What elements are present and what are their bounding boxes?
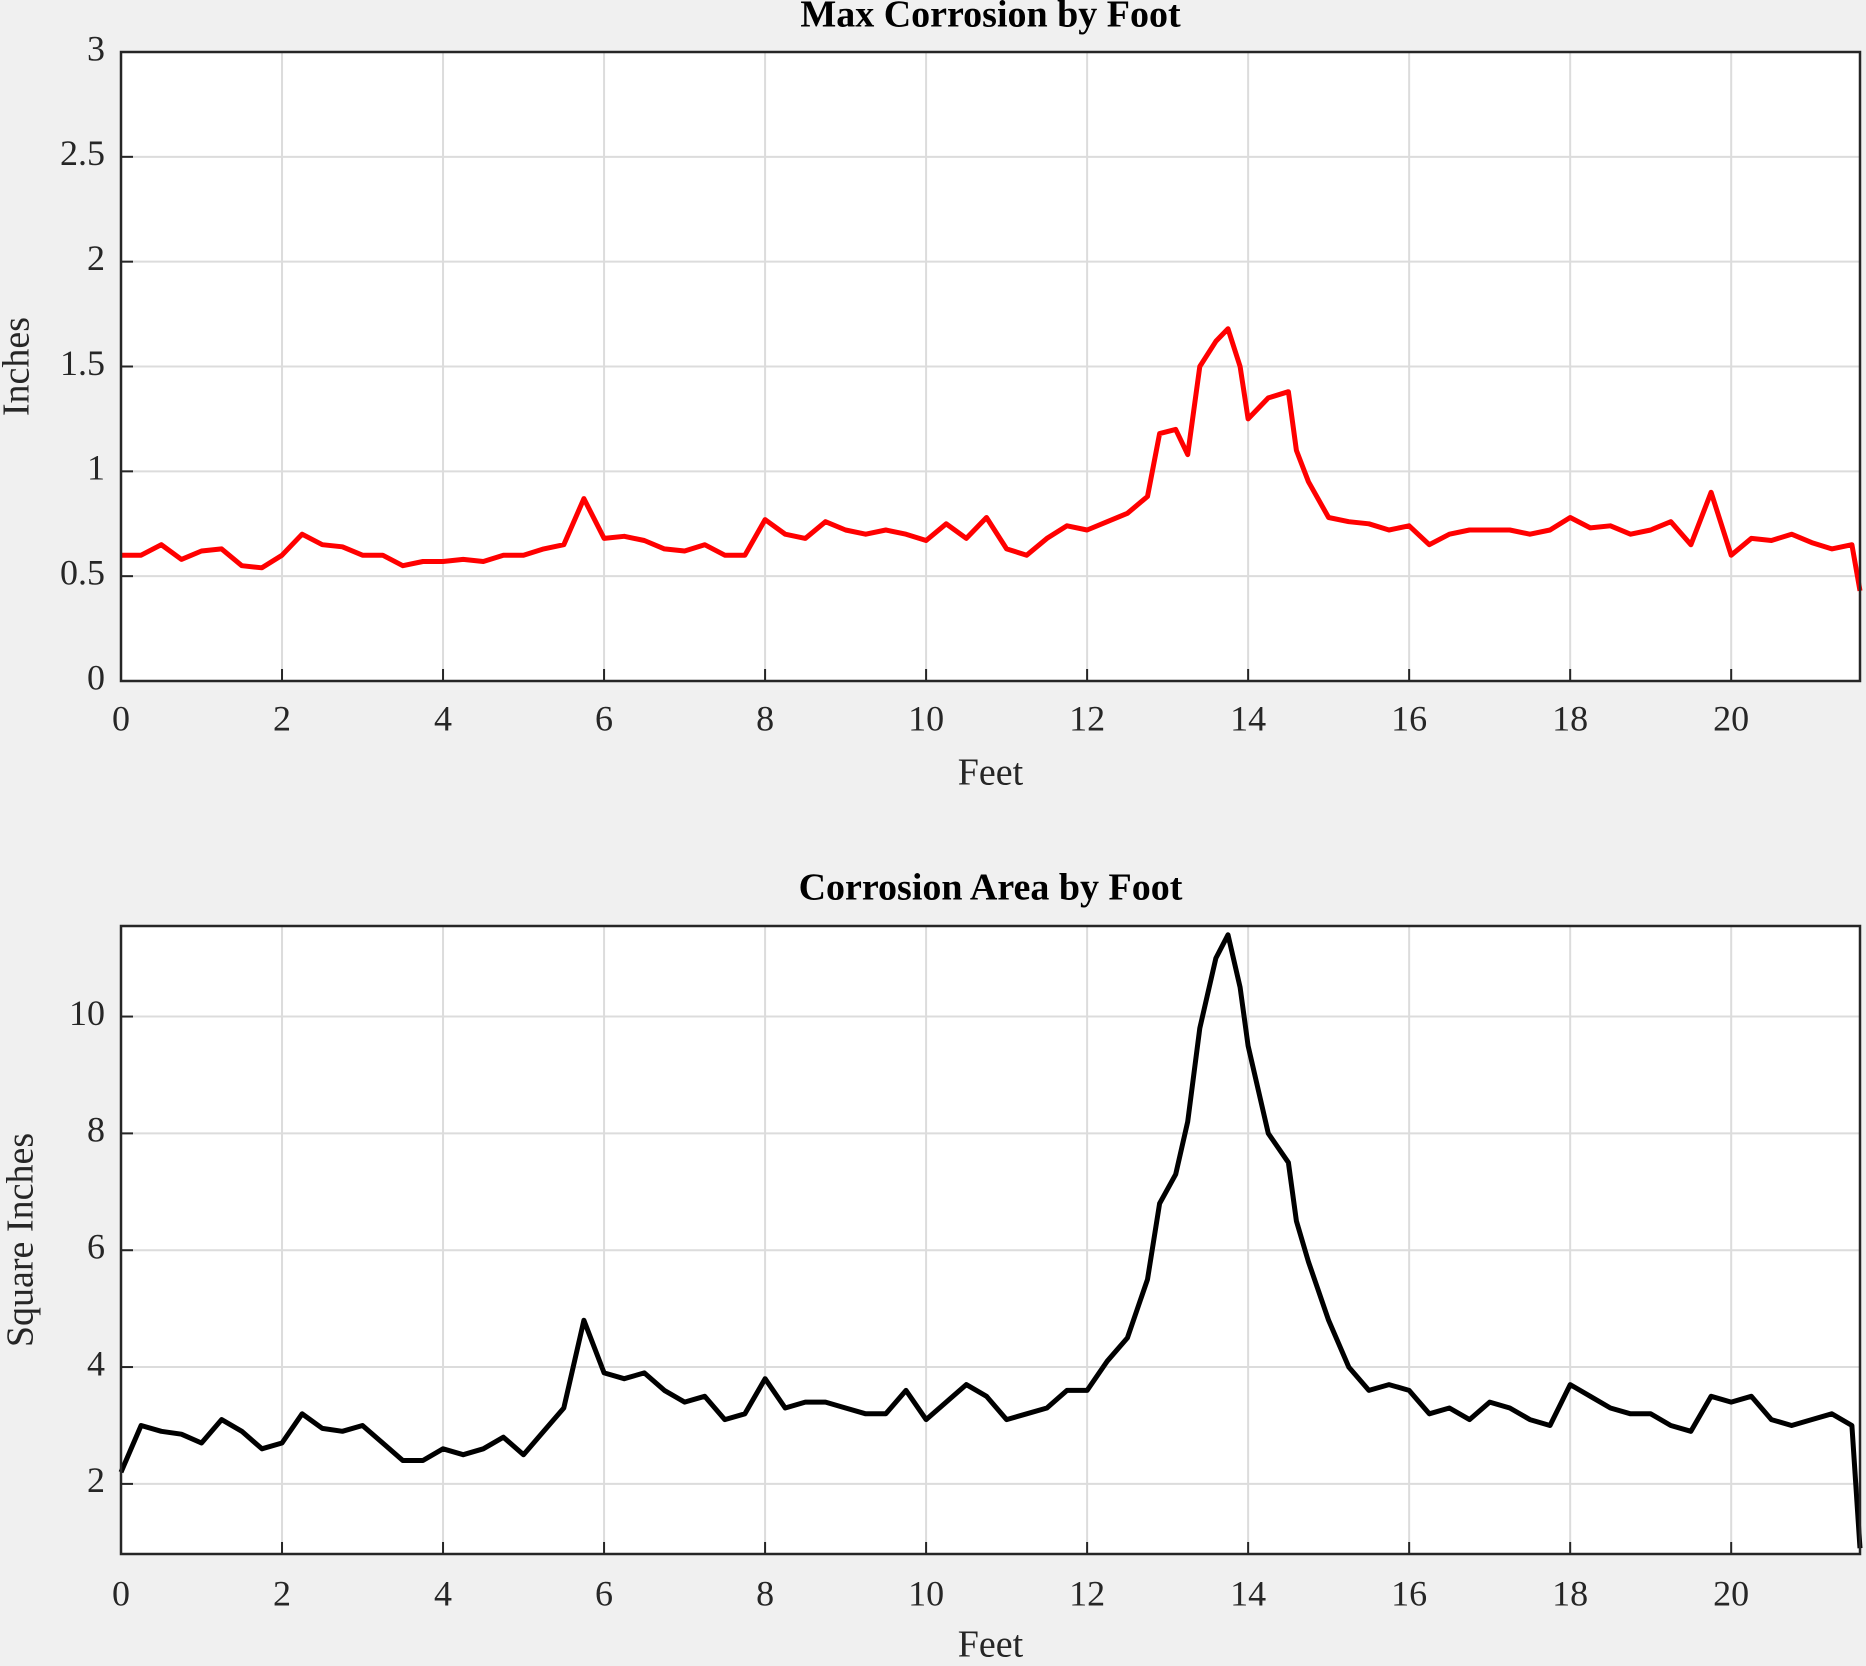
x-tick-label: 12 [1069, 698, 1105, 738]
data-line [121, 326, 1863, 592]
x-tick-label: 10 [908, 1573, 944, 1613]
x-tick-label: 20 [1713, 698, 1749, 738]
x-tick-label: 0 [112, 1573, 130, 1613]
y-tick-label: 2 [87, 238, 105, 278]
x-tick-label: 0 [112, 698, 130, 738]
y-tick-label: 0 [87, 657, 105, 697]
x-axis-label: Feet [958, 1624, 1024, 1666]
y-axis-label: Square Inches [0, 1133, 42, 1347]
data-line [118, 932, 1863, 1549]
x-tick-label: 8 [756, 1573, 774, 1613]
y-tick-label: 1.5 [60, 343, 105, 383]
y-tick-label: 1 [87, 448, 105, 488]
x-tick-label: 20 [1713, 1573, 1749, 1613]
x-tick-label: 12 [1069, 1573, 1105, 1613]
x-axis-label: Feet [958, 752, 1024, 794]
y-tick-label: 8 [87, 1110, 105, 1150]
x-tick-label: 18 [1552, 1573, 1588, 1613]
y-tick-label: 2 [87, 1460, 105, 1500]
y-tick-label: 10 [69, 993, 105, 1033]
x-tick-label: 2 [273, 698, 291, 738]
x-tick-label: 8 [756, 698, 774, 738]
x-tick-label: 16 [1391, 1573, 1427, 1613]
x-tick-label: 4 [434, 698, 452, 738]
axes-box [119, 924, 1862, 1556]
y-tick-label: 2.5 [60, 133, 105, 173]
x-tick-label: 4 [434, 1573, 452, 1613]
x-tick-label: 14 [1230, 698, 1266, 738]
y-axis-label: Inches [0, 317, 38, 416]
y-tick-label: 0.5 [60, 552, 105, 592]
y-tick-label: 4 [87, 1343, 105, 1383]
x-tick-label: 2 [273, 1573, 291, 1613]
axes-box [119, 50, 1862, 683]
y-tick-label: 6 [87, 1226, 105, 1266]
x-tick-label: 18 [1552, 698, 1588, 738]
x-tick-label: 6 [595, 698, 613, 738]
plot-area [121, 926, 1860, 1554]
y-tick-label: 3 [87, 28, 105, 68]
chart-title: Corrosion Area by Foot [799, 867, 1183, 909]
x-tick-label: 16 [1391, 698, 1427, 738]
x-tick-label: 10 [908, 698, 944, 738]
chart-title: Max Corrosion by Foot [800, 0, 1181, 36]
x-tick-label: 6 [595, 1573, 613, 1613]
x-tick-label: 14 [1230, 1573, 1266, 1613]
